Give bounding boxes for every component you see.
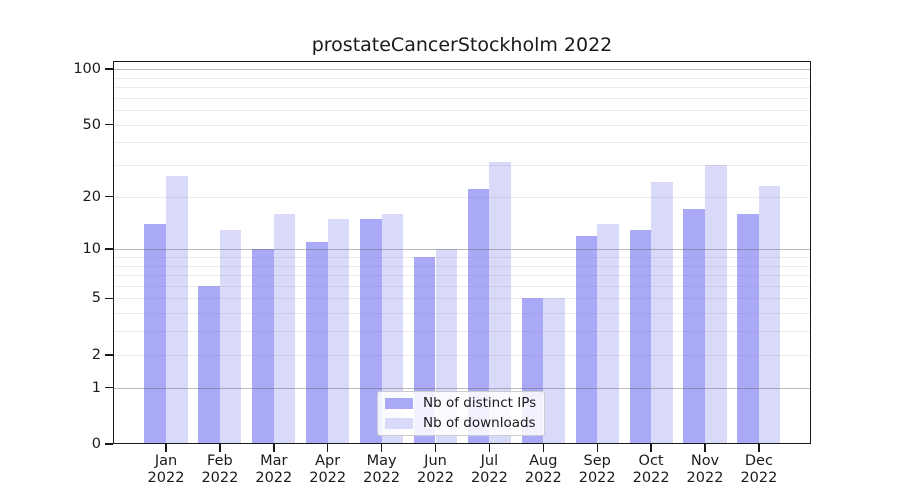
bar-downloads-apr [327, 218, 350, 444]
gridline-minor-20 [113, 196, 811, 198]
bar-distinct-ips-apr [306, 242, 328, 444]
x-tick-label-feb: Feb 2022 [201, 453, 239, 486]
x-tick-dec [758, 444, 760, 452]
y-tick-100 [105, 68, 113, 70]
x-tick-label-jun: Jun 2022 [417, 453, 454, 486]
legend-swatch-distinct-ips [385, 398, 413, 410]
bar-downloads-nov [705, 165, 727, 444]
legend-label-downloads: Nb of downloads [423, 414, 536, 431]
y-tick-label-2: 2 [91, 346, 101, 363]
gridline-minor-40 [113, 142, 811, 144]
gridline-minor-70 [113, 97, 811, 99]
bar-downloads-feb [219, 229, 242, 444]
x-tick-sep [596, 444, 598, 452]
x-tick-label-jan: Jan 2022 [147, 453, 185, 486]
y-tick-label-100: 100 [73, 61, 101, 77]
y-tick-label-50: 50 [82, 116, 101, 133]
x-tick-oct [650, 444, 652, 452]
x-tick-label-may: May 2022 [363, 453, 401, 486]
legend-swatch-downloads [385, 417, 413, 429]
bar-downloads-oct [651, 182, 673, 444]
y-tick-label-10: 10 [82, 241, 101, 258]
x-tick-apr [326, 444, 329, 452]
y-tick-50 [105, 123, 113, 126]
chart-title: prostateCancerStockholm 2022 [311, 34, 613, 56]
gridline-major-100 [113, 69, 811, 70]
y-tick-1 [105, 386, 113, 389]
y-tick-label-1: 1 [91, 379, 101, 396]
gridline-major-1 [113, 387, 811, 389]
legend-item-distinct-ips: Nb of distinct IPs [385, 396, 544, 411]
gridline-minor-8 [113, 265, 811, 267]
y-tick-20 [105, 195, 113, 198]
gridline-minor-80 [113, 86, 811, 88]
gridline-minor-60 [113, 110, 811, 111]
bar-distinct-ips-feb [198, 285, 220, 444]
y-tick-label-0: 0 [91, 436, 101, 452]
bar-downloads-jul [489, 162, 511, 444]
bar-distinct-ips-mar [252, 249, 274, 444]
x-tick-label-jul: Jul 2022 [470, 453, 508, 486]
gridline-minor-50 [113, 124, 811, 126]
x-tick-mar [273, 444, 275, 452]
x-tick-feb [219, 444, 221, 452]
bar-downloads-may [381, 213, 404, 444]
x-tick-label-oct: Oct 2022 [632, 453, 670, 486]
x-tick-jul [488, 444, 491, 452]
bar-distinct-ips-jan [144, 224, 166, 444]
bar-distinct-ips-oct [629, 229, 652, 444]
bar-downloads-mar [273, 213, 296, 444]
gridline-minor-90 [113, 77, 811, 79]
x-tick-jun [434, 444, 437, 452]
x-tick-label-dec: Dec 2022 [740, 453, 778, 486]
x-tick-nov [704, 444, 706, 452]
gridline-minor-6 [113, 285, 811, 287]
bar-downloads-jan [166, 176, 188, 444]
legend-item-downloads: Nb of downloads [385, 414, 544, 431]
bar-downloads-dec [758, 185, 781, 444]
bar-distinct-ips-dec [737, 213, 759, 444]
bar-downloads-aug [543, 298, 565, 444]
gridline-minor-9 [113, 256, 811, 258]
gridline-minor-4 [113, 313, 811, 315]
y-tick-label-20: 20 [82, 188, 101, 205]
x-tick-label-mar: Mar 2022 [255, 453, 293, 486]
bar-distinct-ips-nov [683, 209, 705, 444]
y-tick-0 [105, 443, 113, 445]
gridline-major-10 [113, 249, 811, 251]
x-tick-label-sep: Sep 2022 [578, 453, 616, 486]
bar-downloads-sep [597, 224, 619, 444]
x-tick-may [380, 444, 383, 452]
gridline-minor-7 [113, 275, 811, 276]
y-tick-2 [105, 354, 113, 356]
legend-label-distinct-ips: Nb of distinct IPs [423, 395, 537, 412]
x-tick-jan [165, 444, 167, 452]
gridline-minor-2 [113, 354, 811, 356]
plot-area [113, 61, 811, 444]
bar-distinct-ips-may [360, 218, 382, 444]
legend: Nb of distinct IPs Nb of downloads [377, 391, 545, 436]
x-tick-label-apr: Apr 2022 [309, 453, 347, 486]
gridline-minor-30 [113, 165, 811, 166]
bar-distinct-ips-jul [467, 189, 490, 444]
bar-distinct-ips-sep [575, 235, 598, 444]
x-tick-aug [542, 444, 544, 452]
y-tick-10 [105, 248, 113, 250]
y-tick-label-5: 5 [91, 290, 101, 307]
gridline-minor-3 [113, 331, 811, 333]
x-tick-label-nov: Nov 2022 [686, 453, 724, 486]
x-tick-label-aug: Aug 2022 [524, 453, 562, 486]
gridline-minor-5 [113, 298, 811, 300]
y-tick-5 [105, 297, 113, 300]
